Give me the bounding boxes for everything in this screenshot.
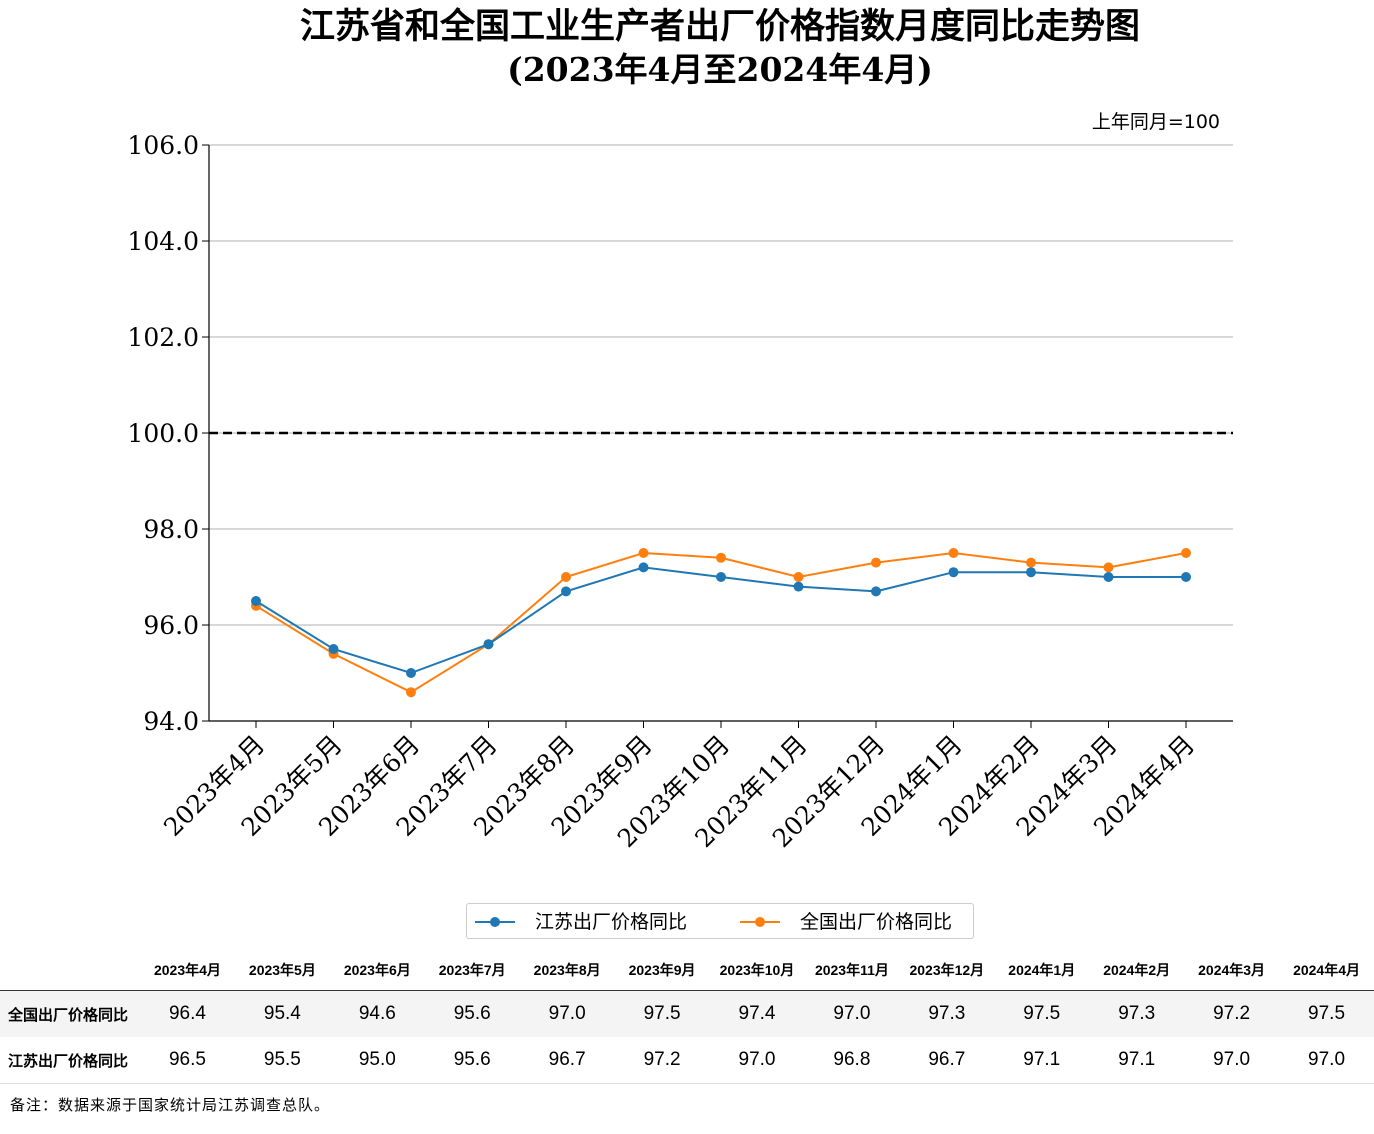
table-cell: 96.7: [899, 1037, 995, 1084]
data-point-jiangsu: [561, 586, 571, 597]
table-col-header: 2023年11月: [804, 950, 900, 991]
data-point-jiangsu: [793, 581, 804, 592]
table-col-header: 2023年8月: [519, 950, 615, 991]
table-cell: 97.5: [1279, 990, 1374, 1037]
table-cell: 97.0: [1279, 1037, 1374, 1084]
data-point-national: [871, 557, 881, 568]
table-col-header: 2023年9月: [614, 950, 710, 991]
line-chart: 94.096.098.0100.0102.0104.0106.02023年4月2…: [127, 131, 1233, 853]
chart-title: 江苏省和全国工业生产者出厂价格指数月度同比走势图: [299, 6, 1140, 47]
table-cell: 95.4: [234, 990, 330, 1037]
y-tick-label: 96.0: [143, 611, 199, 640]
table-col-header: 2023年4月: [140, 950, 235, 991]
table-cell: 97.3: [899, 990, 995, 1037]
table-corner: [0, 950, 140, 991]
table-cell: 96.8: [804, 1037, 900, 1084]
data-point-jiangsu: [1103, 572, 1114, 582]
table-row: 江苏出厂价格同比 96.5 95.5 95.0 95.6 96.7 97.2 9…: [0, 1037, 1374, 1084]
table-cell: 97.1: [1089, 1037, 1185, 1084]
data-point-jiangsu: [871, 586, 881, 597]
data-point-jiangsu: [1026, 567, 1036, 578]
table-cell: 97.2: [1184, 990, 1280, 1037]
data-point-national: [638, 548, 649, 558]
data-point-jiangsu: [406, 668, 416, 678]
data-point-jiangsu: [483, 639, 494, 650]
table-row-label: 全国出厂价格同比: [0, 990, 140, 1037]
y-tick-label: 106.0: [127, 131, 199, 160]
data-point-national: [793, 572, 804, 582]
y-tick-label: 98.0: [143, 515, 199, 544]
table-col-header: 2024年1月: [994, 950, 1090, 991]
table-col-header: 2024年4月: [1279, 950, 1374, 991]
table-cell: 95.0: [329, 1037, 425, 1084]
y-tick-label: 104.0: [127, 227, 199, 256]
legend-swatch-jiangsu: [475, 917, 515, 927]
table-cell: 97.1: [994, 1037, 1090, 1084]
table-cell: 95.5: [234, 1037, 330, 1084]
data-point-jiangsu: [716, 572, 726, 582]
data-point-national: [1026, 557, 1036, 568]
table-cell: 95.6: [424, 990, 520, 1037]
data-point-jiangsu: [948, 567, 959, 578]
table-col-header: 2023年12月: [899, 950, 995, 991]
table-cell: 95.6: [424, 1037, 520, 1084]
unit-note: 上年同月=100: [1091, 111, 1220, 133]
table-row: 全国出厂价格同比 96.4 95.4 94.6 95.6 97.0 97.5 9…: [0, 990, 1374, 1037]
series-line-jiangsu: [255, 566, 1186, 675]
data-point-jiangsu: [328, 644, 339, 654]
legend-swatch-national: [740, 917, 780, 927]
table-col-header: 2023年5月: [234, 950, 330, 991]
table-col-header: 2023年6月: [329, 950, 425, 991]
y-tick-label: 102.0: [127, 323, 199, 352]
footnote: 备注：数据来源于国家统计局江苏调查总队。: [10, 1096, 331, 1114]
table-row-label: 江苏出厂价格同比: [0, 1037, 140, 1084]
data-point-jiangsu: [251, 596, 261, 606]
data-point-jiangsu: [1181, 572, 1191, 582]
data-point-national: [1181, 548, 1191, 558]
data-point-jiangsu: [638, 562, 649, 573]
table-header-row: 2023年4月 2023年5月 2023年6月 2023年7月 2023年8月 …: [0, 950, 1374, 991]
table-col-header: 2024年2月: [1089, 950, 1185, 991]
chart-subtitle: (2023年4月至2024年4月): [507, 50, 933, 89]
table-col-header: 2024年3月: [1184, 950, 1280, 991]
y-tick-label: 94.0: [143, 707, 199, 736]
table-cell: 97.0: [1184, 1037, 1280, 1084]
y-tick-label: 100.0: [127, 419, 199, 448]
table-col-header: 2023年10月: [709, 950, 805, 991]
table-col-header: 2023年7月: [424, 950, 520, 991]
legend-label-jiangsu: 江苏出厂价格同比: [535, 911, 688, 933]
table-cell: 97.4: [709, 990, 805, 1037]
table-cell: 94.6: [329, 990, 425, 1037]
table-cell: 97.0: [519, 990, 615, 1037]
data-point-national: [561, 572, 571, 582]
table-cell: 97.5: [994, 990, 1090, 1037]
data-table: 2023年4月 2023年5月 2023年6月 2023年7月 2023年8月 …: [0, 950, 1374, 1084]
data-point-national: [1103, 562, 1114, 573]
legend: 江苏出厂价格同比 全国出厂价格同比: [466, 903, 974, 939]
table-cell: 97.5: [614, 990, 710, 1037]
table-cell: 97.2: [614, 1037, 710, 1084]
table-cell: 97.3: [1089, 990, 1185, 1037]
legend-label-national: 全国出厂价格同比: [800, 911, 953, 933]
table-cell: 96.4: [140, 990, 235, 1037]
data-point-national: [406, 687, 416, 698]
table-cell: 97.0: [709, 1037, 805, 1084]
data-point-national: [948, 548, 959, 558]
data-point-national: [716, 552, 726, 563]
table-cell: 96.5: [140, 1037, 235, 1084]
table-cell: 97.0: [804, 990, 900, 1037]
table-cell: 96.7: [519, 1037, 615, 1084]
